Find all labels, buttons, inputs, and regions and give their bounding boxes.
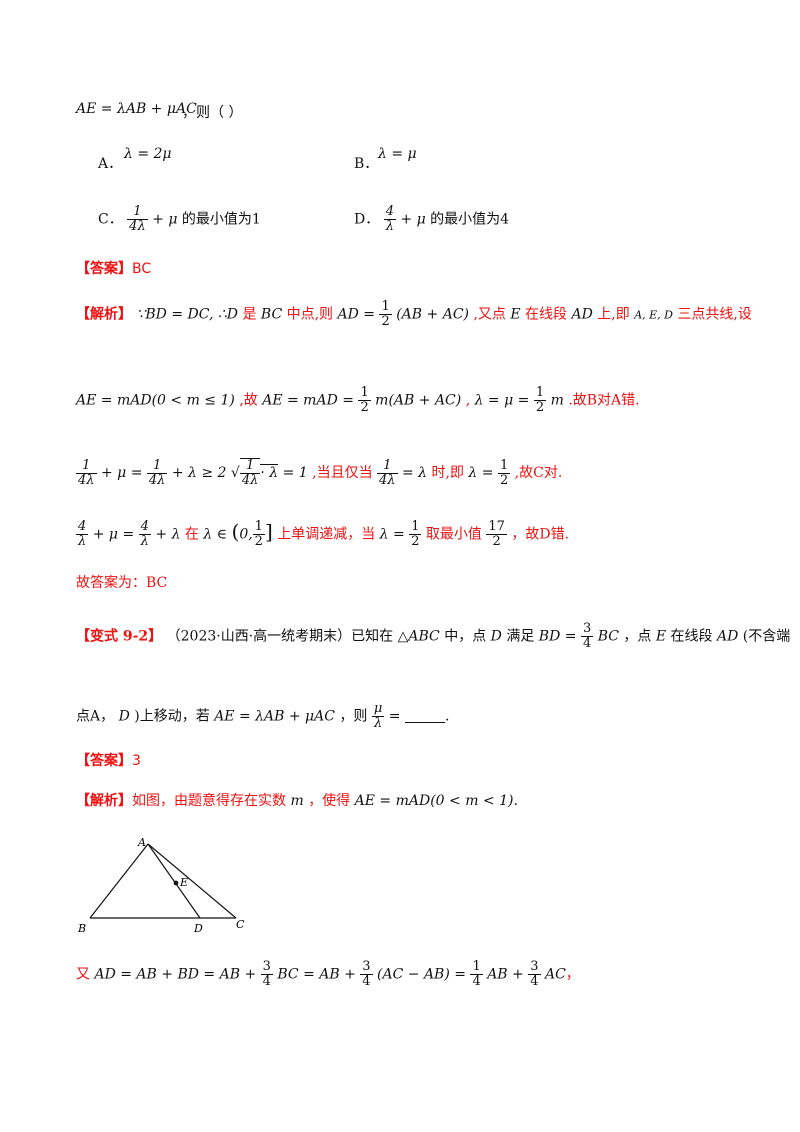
stem-suffix: ，则（ ）: [182, 105, 243, 121]
stem-formula: AE = λAB + μAC: [76, 101, 197, 117]
option-d-text: 的最小值为4: [430, 211, 510, 228]
variant-line-1: 【变式 9-2】 （2023·山西·高一统考期末）已知在 △ABC 中，点 D …: [76, 621, 791, 651]
option-c-tail: + μ: [152, 211, 178, 228]
label-e: E: [179, 876, 188, 889]
option-c-fraction: 1 4λ: [127, 204, 148, 234]
option-d-tail: + μ: [400, 211, 426, 228]
analysis-1-line-3: 1 4λ + μ = 1 4λ + λ ≥ 2 √ 1 4λ · λ = 1 ,当且仅当 …: [76, 457, 563, 488]
answer-2-tag: 【答案】: [76, 753, 132, 769]
label-d: D: [193, 922, 203, 935]
option-c-text: 的最小值为1: [181, 211, 261, 228]
answer-1: 【答案】BC: [76, 260, 151, 278]
point-e: [173, 880, 179, 886]
answer-blank[interactable]: [404, 708, 445, 723]
triangle-figure: A E B D C: [78, 838, 245, 935]
answer-1-value: BC: [132, 261, 152, 277]
label-a: A: [137, 838, 146, 849]
option-a-text: λ = 2μ: [124, 146, 172, 162]
variant-tag: 【变式 9-2】: [76, 628, 163, 645]
label-c: C: [236, 918, 245, 931]
sqrt-symbol: √: [230, 465, 240, 481]
option-a-label: A．: [98, 156, 123, 172]
analysis-1-tag: 【解析】: [76, 306, 132, 323]
option-a[interactable]: A．: [98, 155, 122, 173]
answer-2-value: 3: [132, 753, 141, 769]
answer-1-tag: 【答案】: [76, 261, 132, 277]
option-c-label: C．: [98, 211, 123, 228]
final-answer-1: 故答案为：BC: [76, 575, 168, 591]
option-b-text: λ = μ: [378, 146, 417, 162]
analysis-2-line: 【解析】如图，由题意得存在实数 m ，使得 AE = mAD(0 < m < 1…: [76, 793, 518, 809]
option-b-label: B．: [354, 156, 379, 172]
option-b[interactable]: B．: [354, 155, 378, 173]
label-b: B: [78, 922, 86, 935]
side-ac: [147, 843, 237, 919]
option-c[interactable]: C． 1 4λ + μ 的最小值为1: [98, 205, 261, 234]
answer-2: 【答案】3: [76, 752, 141, 770]
option-d-label: D．: [354, 211, 380, 228]
segment-ad: [147, 843, 201, 919]
side-ab: [89, 843, 149, 919]
analysis-2-tag: 【解析】: [76, 793, 132, 809]
